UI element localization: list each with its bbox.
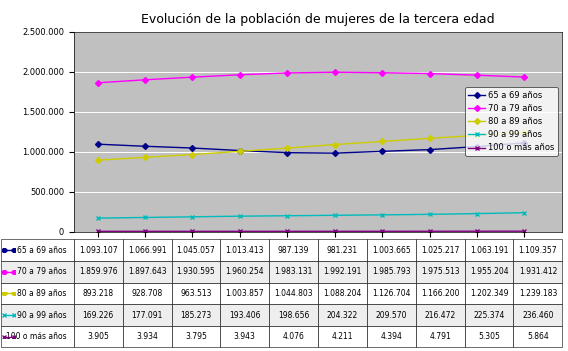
- 70 a 79 años: [236, 73, 243, 77]
- Legend: 65 a 69 años, 70 a 79 años, 80 a 89 años, 90 a 99 años, 100 o más años: 65 a 69 años, 70 a 79 años, 80 a 89 años…: [465, 87, 558, 156]
- 80 a 89 años: [141, 155, 148, 159]
- 80 a 89 años: [189, 152, 196, 157]
- 70 a 79 años: [521, 75, 528, 79]
- 80 a 89 años: [426, 136, 433, 140]
- 100 o más años: [331, 229, 338, 233]
- 80 a 89 años: [94, 158, 101, 162]
- 100 o más años: [141, 229, 148, 233]
- 70 a 79 años: [189, 75, 196, 79]
- 100 o más años: [379, 229, 386, 233]
- 70 a 79 años: [426, 72, 433, 76]
- 80 a 89 años: [284, 146, 291, 150]
- 100 o más años: [521, 229, 528, 233]
- 90 a 99 años: [189, 215, 196, 219]
- 70 a 79 años: [331, 70, 338, 74]
- 65 a 69 años: [379, 149, 386, 153]
- 70 a 79 años: [141, 78, 148, 82]
- 65 a 69 años: [236, 148, 243, 153]
- 90 a 99 años: [474, 212, 481, 216]
- Line: 90 a 99 años: 90 a 99 años: [95, 211, 527, 220]
- 70 a 79 años: [284, 71, 291, 75]
- 90 a 99 años: [284, 214, 291, 218]
- 65 a 69 años: [331, 151, 338, 155]
- Title: Evolución de la población de mujeres de la tercera edad: Evolución de la población de mujeres de …: [141, 13, 495, 26]
- 65 a 69 años: [94, 142, 101, 146]
- 90 a 99 años: [379, 213, 386, 217]
- 100 o más años: [426, 229, 433, 233]
- X-axis label: Mujeres: Mujeres: [299, 256, 337, 266]
- 65 a 69 años: [521, 141, 528, 145]
- 90 a 99 años: [141, 216, 148, 220]
- 100 o más años: [474, 229, 481, 233]
- 90 a 99 años: [426, 212, 433, 217]
- 100 o más años: [284, 229, 291, 233]
- 65 a 69 años: [474, 145, 481, 149]
- 90 a 99 años: [331, 213, 338, 217]
- 70 a 79 años: [94, 81, 101, 85]
- 80 a 89 años: [521, 130, 528, 134]
- 80 a 89 años: [379, 139, 386, 144]
- 65 a 69 años: [426, 147, 433, 152]
- 70 a 79 años: [474, 73, 481, 77]
- 70 a 79 años: [379, 71, 386, 75]
- 80 a 89 años: [236, 149, 243, 153]
- 65 a 69 años: [141, 144, 148, 148]
- 90 a 99 años: [236, 214, 243, 218]
- 65 a 69 años: [284, 151, 291, 155]
- 80 a 89 años: [474, 133, 481, 138]
- Line: 80 a 89 años: 80 a 89 años: [95, 131, 527, 162]
- 100 o más años: [236, 229, 243, 233]
- 80 a 89 años: [331, 143, 338, 147]
- 100 o más años: [189, 229, 196, 233]
- Line: 70 a 79 años: 70 a 79 años: [95, 70, 527, 85]
- Line: 100 o más años: 100 o más años: [95, 229, 527, 233]
- 90 a 99 años: [521, 211, 528, 215]
- Line: 65 a 69 años: 65 a 69 años: [95, 141, 527, 155]
- 65 a 69 años: [189, 146, 196, 150]
- 100 o más años: [94, 229, 101, 233]
- 90 a 99 años: [94, 216, 101, 220]
